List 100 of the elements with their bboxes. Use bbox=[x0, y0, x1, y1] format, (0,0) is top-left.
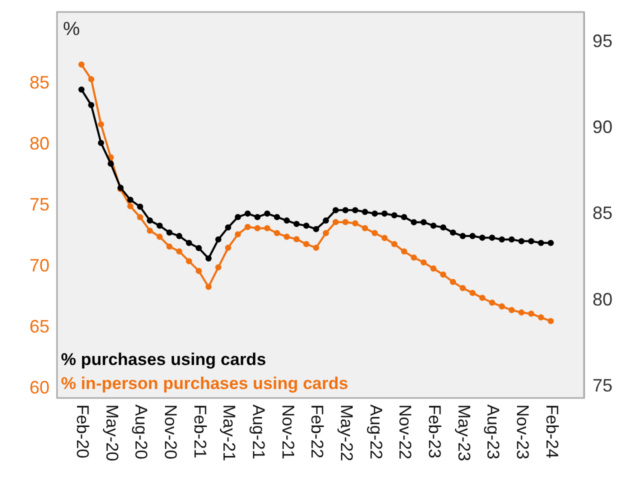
point bbox=[156, 234, 163, 240]
y2-tick-label: 85 bbox=[592, 203, 613, 224]
point bbox=[342, 219, 349, 226]
point bbox=[430, 265, 437, 272]
point bbox=[460, 232, 466, 240]
point bbox=[410, 219, 417, 226]
x-tick-label: Feb-23 bbox=[424, 404, 444, 458]
point bbox=[381, 210, 388, 217]
x-tick-label: Nov-22 bbox=[396, 404, 415, 460]
point bbox=[352, 220, 358, 226]
point bbox=[205, 255, 212, 262]
point bbox=[489, 234, 496, 241]
point bbox=[284, 234, 290, 240]
y-tick-label: 70 bbox=[29, 256, 50, 276]
point bbox=[166, 243, 173, 250]
point bbox=[372, 210, 378, 217]
point bbox=[254, 214, 261, 220]
point bbox=[274, 214, 280, 220]
point bbox=[293, 220, 300, 228]
y-tick-label: 80 bbox=[29, 133, 50, 154]
point bbox=[322, 230, 329, 236]
point bbox=[244, 224, 251, 230]
point bbox=[225, 224, 232, 230]
point bbox=[450, 278, 456, 286]
point bbox=[322, 217, 329, 224]
point bbox=[440, 224, 446, 230]
point bbox=[274, 230, 280, 236]
x-tick-label: Aug-22 bbox=[366, 404, 386, 460]
x-tick-label: May-23 bbox=[454, 404, 474, 462]
y-tick-label: 85 bbox=[29, 72, 50, 92]
point bbox=[284, 217, 290, 224]
point bbox=[303, 241, 310, 248]
point bbox=[215, 264, 222, 270]
x-tick-label: Aug-23 bbox=[484, 404, 503, 460]
point bbox=[372, 230, 378, 236]
y2-tick-label: 95 bbox=[592, 30, 613, 51]
point bbox=[518, 238, 525, 244]
point bbox=[176, 248, 182, 254]
point bbox=[313, 226, 320, 232]
point bbox=[156, 222, 163, 229]
point bbox=[401, 214, 408, 220]
point bbox=[528, 238, 534, 244]
x-tick-label: Nov-21 bbox=[278, 404, 298, 460]
y-tick-label: 75 bbox=[29, 194, 50, 214]
point bbox=[78, 61, 85, 68]
point bbox=[176, 232, 182, 240]
x-tick-label: May-20 bbox=[102, 404, 122, 462]
x-tick-label: Feb-22 bbox=[308, 404, 327, 458]
point bbox=[430, 222, 437, 229]
point bbox=[450, 229, 456, 236]
point bbox=[215, 236, 222, 243]
point bbox=[264, 225, 270, 232]
point bbox=[420, 259, 427, 266]
point bbox=[78, 86, 85, 93]
x-tick-label: Nov-20 bbox=[160, 404, 180, 460]
x-tick-label: Feb-24 bbox=[542, 404, 562, 458]
point bbox=[508, 236, 515, 243]
point bbox=[127, 203, 134, 210]
point bbox=[127, 196, 134, 203]
point bbox=[469, 232, 476, 240]
point bbox=[381, 234, 388, 242]
point bbox=[469, 290, 476, 296]
point bbox=[196, 268, 202, 274]
point bbox=[352, 207, 358, 214]
point bbox=[88, 76, 94, 82]
x-tick-label: Aug-20 bbox=[132, 404, 151, 460]
point bbox=[410, 254, 417, 261]
point bbox=[234, 214, 241, 220]
point bbox=[108, 160, 114, 167]
point bbox=[479, 294, 486, 301]
point bbox=[313, 244, 320, 251]
point bbox=[225, 244, 232, 251]
point bbox=[440, 272, 446, 278]
x-tick-label: Feb-20 bbox=[72, 404, 92, 458]
point bbox=[146, 217, 153, 224]
point bbox=[401, 248, 408, 254]
point bbox=[498, 236, 505, 243]
point bbox=[205, 284, 212, 290]
point bbox=[518, 309, 525, 316]
point bbox=[362, 225, 368, 232]
point bbox=[196, 245, 202, 252]
point bbox=[420, 219, 427, 226]
point bbox=[479, 234, 486, 241]
y2-tick-label: 80 bbox=[592, 289, 613, 310]
point bbox=[244, 210, 251, 217]
point bbox=[391, 212, 398, 218]
point bbox=[508, 306, 515, 314]
point bbox=[342, 207, 349, 214]
point bbox=[332, 207, 339, 214]
point bbox=[137, 214, 144, 220]
x-tick-label: Aug-21 bbox=[248, 404, 268, 460]
point bbox=[146, 228, 153, 234]
point bbox=[186, 258, 192, 264]
point bbox=[264, 210, 270, 217]
x-tick-label: Feb-21 bbox=[190, 404, 210, 458]
point bbox=[234, 231, 241, 238]
y2-tick-label: 75 bbox=[592, 375, 613, 396]
point bbox=[548, 240, 554, 246]
point bbox=[293, 236, 300, 242]
point bbox=[460, 284, 466, 292]
